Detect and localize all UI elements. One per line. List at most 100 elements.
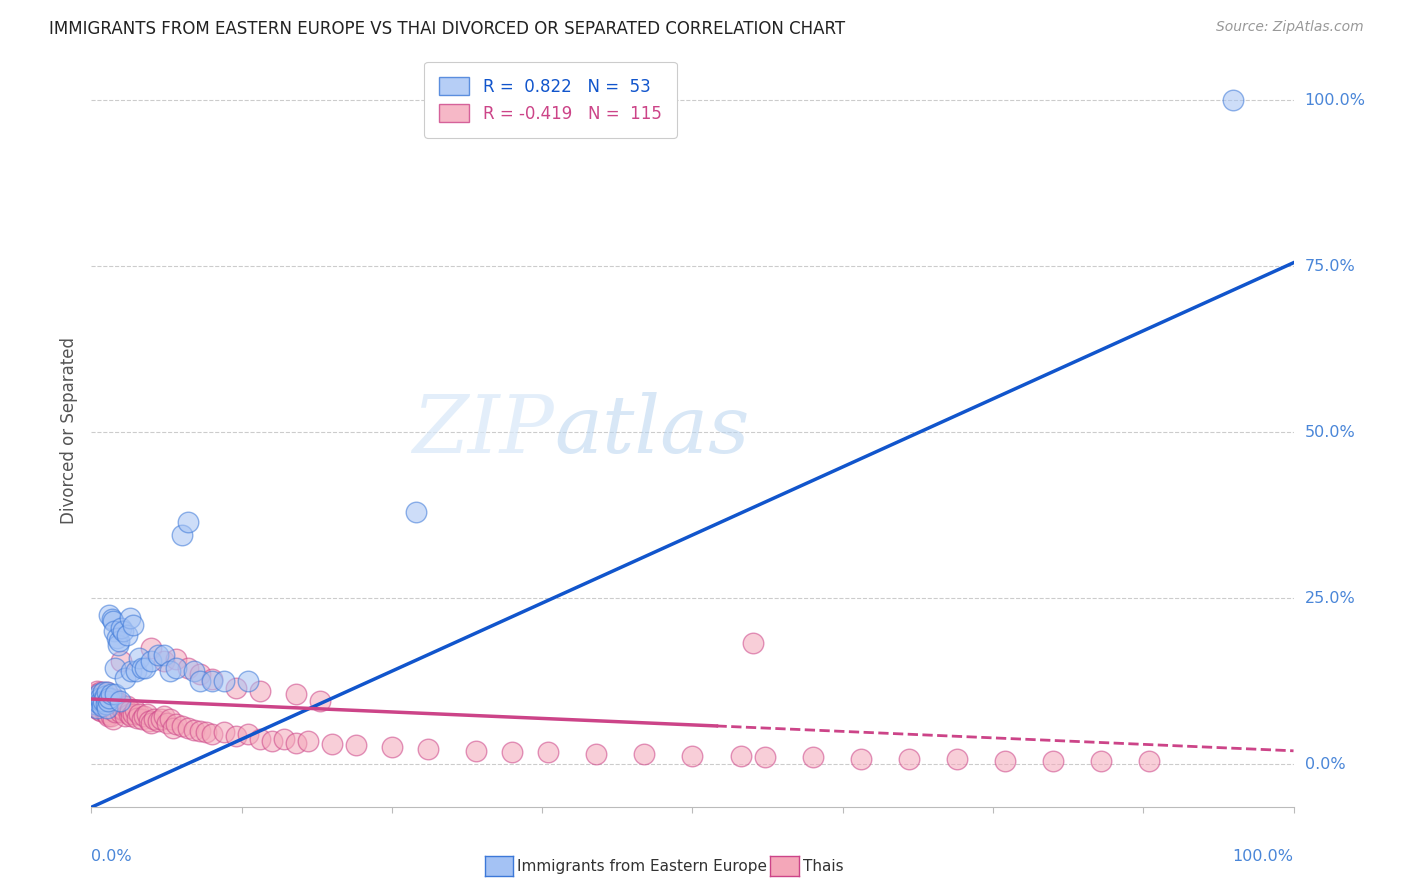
Text: IMMIGRANTS FROM EASTERN EUROPE VS THAI DIVORCED OR SEPARATED CORRELATION CHART: IMMIGRANTS FROM EASTERN EUROPE VS THAI D… (49, 20, 845, 37)
Point (176, 661, 198, 675)
Point (110, 694, 132, 708)
Point (134, 709, 156, 723)
Point (225, 681, 247, 695)
Point (633, 747, 655, 761)
Point (162, 721, 184, 735)
Point (104, 692, 127, 706)
Point (897, 752, 920, 766)
Point (87, 696, 110, 710)
Point (849, 752, 872, 766)
Point (93, 692, 115, 706)
Text: 100.0%: 100.0% (1233, 848, 1294, 863)
Point (108, 696, 131, 710)
Point (152, 648, 174, 662)
Point (159, 664, 181, 678)
Point (84, 690, 107, 705)
Point (120, 709, 142, 723)
Point (201, 672, 224, 686)
Point (308, 694, 330, 708)
Point (98, 690, 121, 705)
Point (128, 650, 150, 665)
Point (146, 714, 169, 728)
Point (344, 739, 367, 753)
Point (212, 725, 235, 739)
Point (165, 652, 187, 666)
Point (537, 745, 560, 759)
Point (117, 627, 139, 641)
Point (86, 684, 108, 698)
Point (93, 706, 115, 720)
Point (183, 664, 205, 678)
Point (249, 731, 271, 746)
Point (273, 731, 295, 746)
Point (165, 717, 187, 731)
Point (170, 718, 193, 732)
Point (176, 721, 198, 735)
Point (114, 671, 136, 685)
Point (83, 692, 105, 706)
Point (104, 661, 127, 675)
Point (946, 752, 969, 766)
Point (96, 685, 118, 699)
Point (94, 700, 117, 714)
Point (201, 674, 224, 689)
Point (96, 707, 118, 722)
Point (84, 698, 107, 713)
Point (188, 723, 211, 738)
Point (236, 727, 259, 741)
Point (86, 700, 108, 714)
Legend: R =  0.822   N =  53, R = -0.419   N =  115: R = 0.822 N = 53, R = -0.419 N = 115 (425, 62, 676, 137)
Point (501, 745, 523, 759)
Point (101, 703, 124, 717)
Point (110, 706, 132, 720)
Point (465, 744, 488, 758)
Point (87, 703, 110, 717)
Y-axis label: Divorced or Separated: Divorced or Separated (59, 337, 77, 524)
Text: 50.0%: 50.0% (1305, 425, 1355, 440)
Text: Immigrants from Eastern Europe: Immigrants from Eastern Europe (517, 859, 768, 873)
Point (89, 696, 111, 710)
Point (159, 712, 181, 726)
Point (101, 612, 124, 626)
Point (100, 687, 122, 701)
Point (249, 684, 271, 698)
Point (141, 640, 163, 655)
Point (183, 723, 205, 737)
Point (110, 621, 132, 635)
Point (122, 707, 145, 722)
Point (681, 749, 703, 764)
Point (212, 674, 235, 689)
Point (131, 712, 153, 726)
Point (201, 727, 224, 741)
Point (141, 715, 163, 730)
Point (284, 736, 307, 750)
Point (93, 685, 115, 699)
Text: 100.0%: 100.0% (1305, 93, 1365, 108)
Point (284, 687, 307, 701)
Point (1090, 754, 1112, 768)
Point (104, 687, 127, 701)
Point (112, 698, 135, 713)
Point (87, 690, 110, 705)
Point (98, 607, 121, 622)
Point (100, 694, 122, 708)
Point (96, 685, 118, 699)
Point (994, 754, 1017, 768)
Text: atlas: atlas (554, 392, 749, 469)
Point (90, 694, 112, 708)
Point (84, 687, 107, 701)
Text: 75.0%: 75.0% (1305, 259, 1355, 274)
Point (138, 714, 160, 728)
Point (236, 674, 259, 689)
Point (135, 707, 157, 722)
Point (82, 690, 104, 705)
Point (801, 750, 824, 764)
Point (194, 725, 217, 739)
Point (416, 742, 439, 756)
Point (91, 698, 114, 713)
Point (107, 700, 129, 714)
Point (83, 696, 105, 710)
Point (585, 747, 607, 761)
Point (122, 617, 145, 632)
Point (120, 664, 142, 678)
